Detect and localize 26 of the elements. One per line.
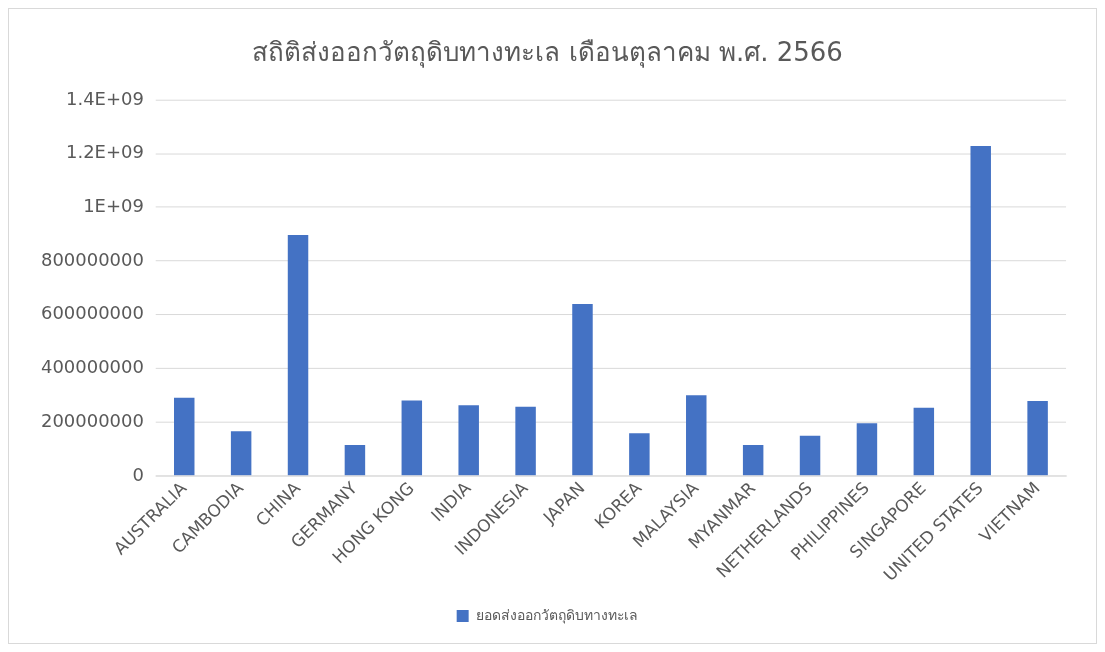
bar bbox=[799, 435, 821, 476]
bar bbox=[344, 444, 366, 476]
bar bbox=[174, 397, 195, 476]
bar bbox=[686, 395, 707, 476]
bar bbox=[742, 444, 764, 476]
bar bbox=[287, 234, 309, 476]
y-tick-label: 1E+09 bbox=[83, 194, 144, 216]
bar bbox=[458, 405, 479, 476]
bar bbox=[856, 423, 878, 476]
bar bbox=[629, 433, 650, 476]
y-tick-label: 600000000 bbox=[41, 302, 144, 324]
bar bbox=[913, 407, 935, 476]
bar bbox=[401, 400, 423, 476]
y-tick-label: 0 bbox=[132, 463, 144, 485]
legend-label: ยอดส่งออกวัตถุดิบทางทะเล bbox=[475, 606, 638, 624]
bar bbox=[1027, 400, 1048, 476]
bar bbox=[572, 303, 593, 476]
y-tick-label: 400000000 bbox=[41, 356, 144, 378]
y-tick-label: 200000000 bbox=[41, 409, 144, 431]
bar bbox=[970, 146, 991, 476]
y-tick-label: 1.4E+09 bbox=[66, 87, 144, 109]
bar bbox=[515, 406, 536, 476]
y-tick-label: 800000000 bbox=[41, 248, 144, 270]
y-tick-label: 1.2E+09 bbox=[66, 141, 144, 163]
bar bbox=[230, 431, 252, 476]
chart-title: สถิติส่งออกวัตถุดิบทางทะเล เดือนตุลาคม พ.ศ. 2566 bbox=[252, 37, 843, 69]
